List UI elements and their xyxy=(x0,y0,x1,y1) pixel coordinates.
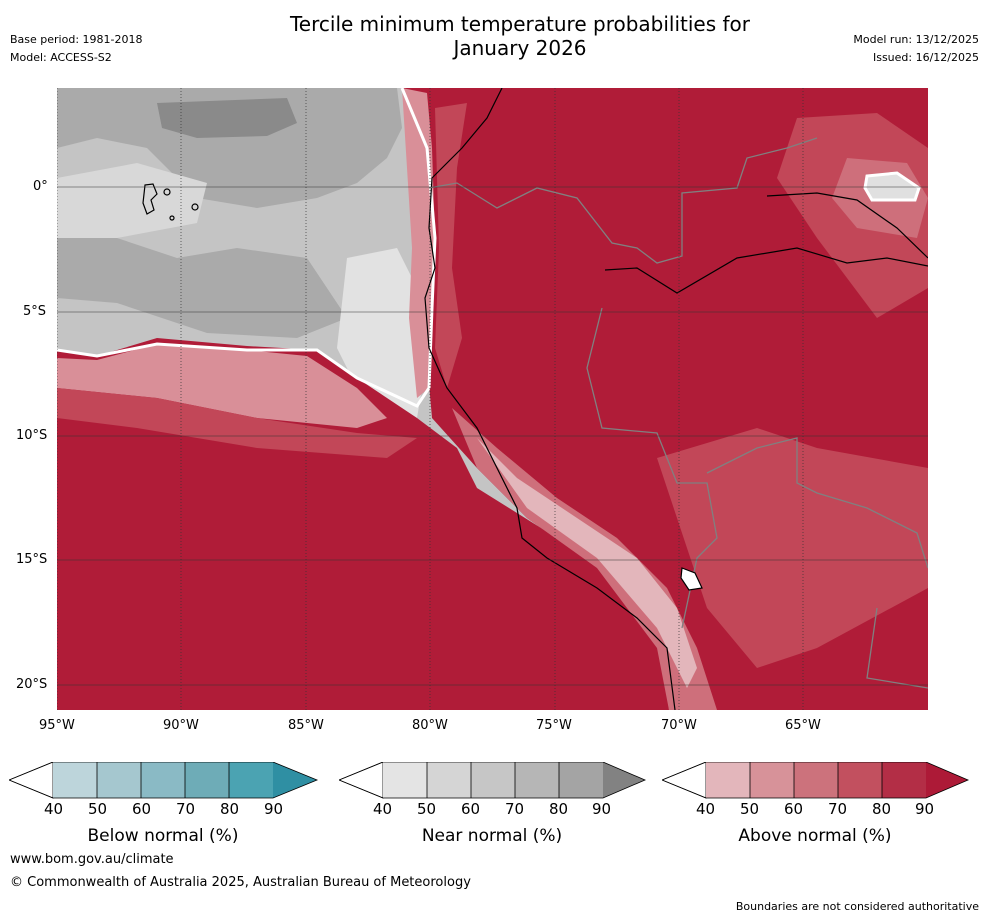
bom-url: www.bom.gov.au/climate xyxy=(10,852,174,867)
below-normal-swatch-0 xyxy=(9,762,54,799)
above-normal-outline xyxy=(662,762,970,799)
below-normal-title: Below normal (%) xyxy=(87,826,239,846)
above-normal-swatch-3 xyxy=(794,762,838,798)
lon-label-95w: 95°W xyxy=(39,718,75,733)
near-normal-outline xyxy=(339,762,647,799)
near-normal-swatch-6 xyxy=(603,762,645,798)
above-normal-80-bolivia xyxy=(657,428,928,668)
above-tick-90: 90 xyxy=(915,800,935,818)
lat-label-0: 0° xyxy=(33,179,48,194)
above-normal-swatch-2 xyxy=(750,762,794,798)
below-normal-outline xyxy=(9,762,319,799)
below-tick-80: 80 xyxy=(220,800,240,818)
near-normal-dividers xyxy=(426,762,560,798)
lon-label-65w: 65°W xyxy=(785,718,821,733)
near-normal-swatch-0 xyxy=(339,762,384,799)
near-normal-swatch-5 xyxy=(559,762,603,798)
below-normal-dividers xyxy=(96,762,230,798)
above-normal-swatch-4 xyxy=(838,762,882,798)
base-period: Base period: 1981-2018 xyxy=(10,33,143,46)
near-normal-title: Near normal (%) xyxy=(421,826,563,846)
above-normal-title: Above normal (%) xyxy=(738,826,892,846)
below-normal-colorbar xyxy=(9,762,319,799)
near-tick-40: 40 xyxy=(373,800,393,818)
galapagos-islands xyxy=(142,183,199,221)
near-normal-50-zone xyxy=(57,163,207,238)
below-tick-40: 40 xyxy=(44,800,64,818)
near-tick-80: 80 xyxy=(549,800,569,818)
lat-label-5s: 5°S xyxy=(23,304,47,319)
issued-date: Issued: 16/12/2025 xyxy=(872,51,979,64)
near-normal-swatch-2 xyxy=(427,762,471,798)
near-normal-80-zone-south xyxy=(57,238,347,338)
above-normal-dividers xyxy=(749,762,883,798)
above-normal-swatch-5 xyxy=(882,762,926,798)
map-title: Tercile minimum temperature probabilitie… xyxy=(0,12,988,60)
above-normal-60-band xyxy=(57,344,387,428)
lat-label-20s: 20°S xyxy=(16,677,48,692)
river-north xyxy=(766,192,928,259)
near-tick-50: 50 xyxy=(417,800,437,818)
near-normal-colorbar xyxy=(339,762,647,799)
copyright-notice: © Commonwealth of Australia 2025, Austra… xyxy=(10,875,471,890)
lon-label-85w: 85°W xyxy=(288,718,324,733)
above-tick-40: 40 xyxy=(696,800,716,818)
below-normal-swatch-6 xyxy=(273,762,317,798)
coastline xyxy=(424,88,676,710)
below-normal-swatch-4 xyxy=(185,762,229,798)
above-normal-80-coastal xyxy=(435,103,467,388)
above-normal-swatch-1 xyxy=(706,762,750,798)
above-tick-70: 70 xyxy=(828,800,848,818)
above-normal-80-band xyxy=(57,388,417,458)
below-tick-50: 50 xyxy=(88,800,108,818)
model-name: Model: ACCESS-S2 xyxy=(10,51,112,64)
below-tick-60: 60 xyxy=(132,800,152,818)
near-normal-swatch-1 xyxy=(383,762,427,798)
probability-map xyxy=(57,88,928,710)
boundary-disclaimer: Boundaries are not considered authoritat… xyxy=(735,900,979,913)
lon-label-75w: 75°W xyxy=(536,718,572,733)
lat-label-10s: 10°S xyxy=(16,428,48,443)
below-normal-swatch-5 xyxy=(229,762,273,798)
near-normal-90-zone xyxy=(157,98,297,138)
near-normal-swatch-3 xyxy=(471,762,515,798)
model-run: Model run: 13/12/2025 xyxy=(853,33,979,46)
near-tick-90: 90 xyxy=(592,800,612,818)
above-normal-colorbar xyxy=(662,762,970,799)
near-normal-brazil-patch xyxy=(863,171,921,202)
map-gridlines xyxy=(57,186,928,686)
below-normal-swatch-1 xyxy=(53,762,97,798)
tercile-boundary-line xyxy=(57,88,437,408)
near-normal-coastal-zone xyxy=(337,248,427,418)
near-normal-80-zone xyxy=(57,88,402,208)
above-tick-50: 50 xyxy=(740,800,760,818)
above-normal-swatch-6 xyxy=(926,762,968,798)
near-normal-swatch-4 xyxy=(515,762,559,798)
above-normal-50-andes xyxy=(477,438,697,688)
above-tick-60: 60 xyxy=(784,800,804,818)
lake-titicaca xyxy=(680,567,703,591)
below-normal-swatch-2 xyxy=(97,762,141,798)
country-borders xyxy=(428,137,928,689)
below-tick-70: 70 xyxy=(176,800,196,818)
title-line-2: January 2026 xyxy=(453,36,587,60)
amazon-river xyxy=(604,247,928,294)
lat-label-15s: 15°S xyxy=(16,552,48,567)
below-normal-swatch-3 xyxy=(141,762,185,798)
lon-label-90w: 90°W xyxy=(163,718,199,733)
near-tick-60: 60 xyxy=(461,800,481,818)
lon-label-70w: 70°W xyxy=(661,718,697,733)
lon-label-80w: 80°W xyxy=(412,718,448,733)
near-tick-70: 70 xyxy=(505,800,525,818)
title-line-1: Tercile minimum temperature probabilitie… xyxy=(289,12,751,36)
above-tick-80: 80 xyxy=(872,800,892,818)
above-normal-swatch-0 xyxy=(662,762,707,799)
below-tick-90: 90 xyxy=(264,800,284,818)
